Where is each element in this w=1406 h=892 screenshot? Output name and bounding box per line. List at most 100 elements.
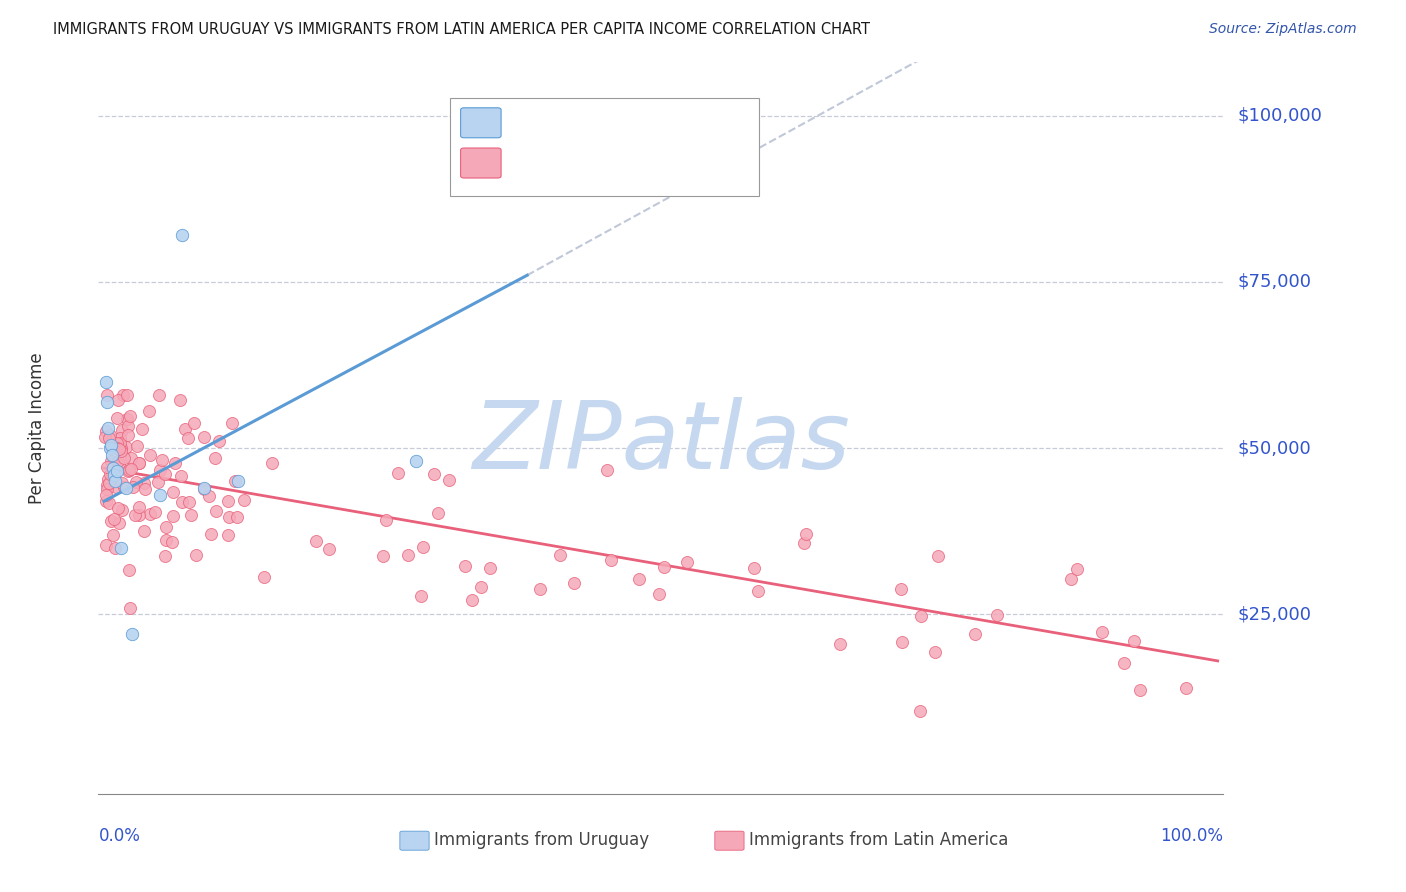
Point <box>98 441 121 455</box>
Point <box>794 527 817 541</box>
Text: 0.0%: 0.0% <box>98 827 141 845</box>
Point <box>101 461 124 475</box>
Point <box>107 458 129 472</box>
Point <box>114 440 136 454</box>
Point <box>124 508 146 522</box>
Point <box>112 388 135 402</box>
Point <box>148 475 170 490</box>
Point <box>396 548 419 562</box>
Text: R =: R = <box>506 113 543 131</box>
Point <box>98 496 121 510</box>
Point <box>374 513 396 527</box>
Point <box>101 448 124 462</box>
Point <box>138 403 160 417</box>
Text: $50,000: $50,000 <box>1237 439 1310 457</box>
Point <box>104 475 127 489</box>
Point <box>96 375 118 389</box>
Point <box>110 541 132 555</box>
Point <box>96 394 118 409</box>
Point <box>100 440 122 454</box>
Point <box>128 508 150 522</box>
Point <box>1122 634 1144 648</box>
Point <box>169 393 191 408</box>
Text: N =: N = <box>610 153 647 170</box>
Point <box>205 504 228 518</box>
Point <box>97 471 120 485</box>
Point <box>529 582 551 596</box>
Point <box>426 506 449 520</box>
Point <box>100 454 122 468</box>
Point <box>96 483 118 497</box>
Point <box>891 635 914 649</box>
Point <box>97 421 120 435</box>
Point <box>986 607 1008 622</box>
Point <box>94 430 117 444</box>
Text: $75,000: $75,000 <box>1237 273 1312 291</box>
Point <box>208 434 231 448</box>
Point <box>170 495 193 509</box>
Point <box>97 432 120 446</box>
Point <box>177 431 200 445</box>
Point <box>120 601 142 615</box>
Point <box>218 510 240 524</box>
Point <box>111 502 134 516</box>
Point <box>647 586 669 600</box>
Point <box>742 560 765 574</box>
Point <box>170 228 193 243</box>
Point <box>115 412 138 426</box>
Point <box>118 463 141 477</box>
Point <box>965 626 987 640</box>
Point <box>470 580 492 594</box>
Point <box>120 450 142 465</box>
Point <box>107 454 129 468</box>
Point <box>221 416 243 430</box>
Point <box>110 436 132 450</box>
Point <box>115 388 138 402</box>
Point <box>153 467 176 481</box>
Point <box>676 555 699 569</box>
Point <box>224 474 246 488</box>
Point <box>94 424 117 438</box>
Text: ZIPatlas: ZIPatlas <box>472 397 849 488</box>
Text: Immigrants from Latin America: Immigrants from Latin America <box>748 831 1008 849</box>
Text: $25,000: $25,000 <box>1237 606 1312 624</box>
Point <box>454 559 477 574</box>
Point <box>908 704 931 718</box>
Point <box>139 507 162 521</box>
Point <box>180 508 202 523</box>
Text: 100.0%: 100.0% <box>1160 827 1223 845</box>
Point <box>96 478 118 492</box>
Point <box>101 527 124 541</box>
Point <box>110 441 132 455</box>
Point <box>103 512 125 526</box>
Point <box>155 520 177 534</box>
Point <box>1091 624 1114 639</box>
Point <box>155 533 177 547</box>
Point <box>96 460 118 475</box>
Text: R =: R = <box>506 153 543 170</box>
Point <box>927 549 949 563</box>
Text: $100,000: $100,000 <box>1237 107 1322 125</box>
Point <box>186 549 208 563</box>
Point <box>262 456 284 470</box>
Text: 151: 151 <box>647 153 682 170</box>
Point <box>132 524 155 539</box>
Point <box>120 409 142 423</box>
Point <box>101 468 124 483</box>
Point <box>924 644 946 658</box>
Point <box>117 428 139 442</box>
Point <box>131 422 153 436</box>
Point <box>150 452 173 467</box>
Point <box>120 461 142 475</box>
Point <box>162 485 184 500</box>
Text: IMMIGRANTS FROM URUGUAY VS IMMIGRANTS FROM LATIN AMERICA PER CAPITA INCOME CORRE: IMMIGRANTS FROM URUGUAY VS IMMIGRANTS FR… <box>53 22 870 37</box>
Point <box>600 552 623 566</box>
Point <box>460 593 482 607</box>
Point <box>204 450 226 465</box>
Point <box>232 492 254 507</box>
Point <box>226 475 249 489</box>
Point <box>371 549 394 564</box>
Point <box>193 482 215 496</box>
Point <box>1066 562 1088 576</box>
Point <box>100 514 122 528</box>
